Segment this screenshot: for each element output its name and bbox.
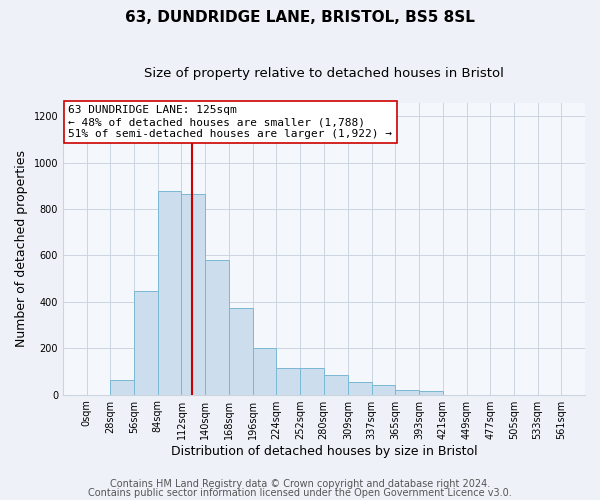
X-axis label: Distribution of detached houses by size in Bristol: Distribution of detached houses by size … bbox=[171, 444, 478, 458]
Bar bbox=[205, 260, 229, 394]
Bar bbox=[134, 292, 158, 395]
Bar bbox=[323, 375, 348, 394]
Bar bbox=[158, 190, 181, 394]
Title: Size of property relative to detached houses in Bristol: Size of property relative to detached ho… bbox=[144, 68, 504, 80]
Bar bbox=[181, 194, 205, 394]
Bar bbox=[419, 391, 443, 394]
Bar bbox=[229, 308, 253, 394]
Bar bbox=[253, 348, 276, 395]
Bar bbox=[372, 386, 395, 394]
Text: Contains HM Land Registry data © Crown copyright and database right 2024.: Contains HM Land Registry data © Crown c… bbox=[110, 479, 490, 489]
Bar bbox=[395, 390, 419, 394]
Bar bbox=[300, 368, 323, 394]
Y-axis label: Number of detached properties: Number of detached properties bbox=[15, 150, 28, 347]
Text: 63, DUNDRIDGE LANE, BRISTOL, BS5 8SL: 63, DUNDRIDGE LANE, BRISTOL, BS5 8SL bbox=[125, 10, 475, 25]
Bar bbox=[110, 380, 134, 394]
Bar bbox=[276, 368, 300, 394]
Bar bbox=[348, 382, 372, 394]
Text: Contains public sector information licensed under the Open Government Licence v3: Contains public sector information licen… bbox=[88, 488, 512, 498]
Text: 63 DUNDRIDGE LANE: 125sqm
← 48% of detached houses are smaller (1,788)
51% of se: 63 DUNDRIDGE LANE: 125sqm ← 48% of detac… bbox=[68, 106, 392, 138]
